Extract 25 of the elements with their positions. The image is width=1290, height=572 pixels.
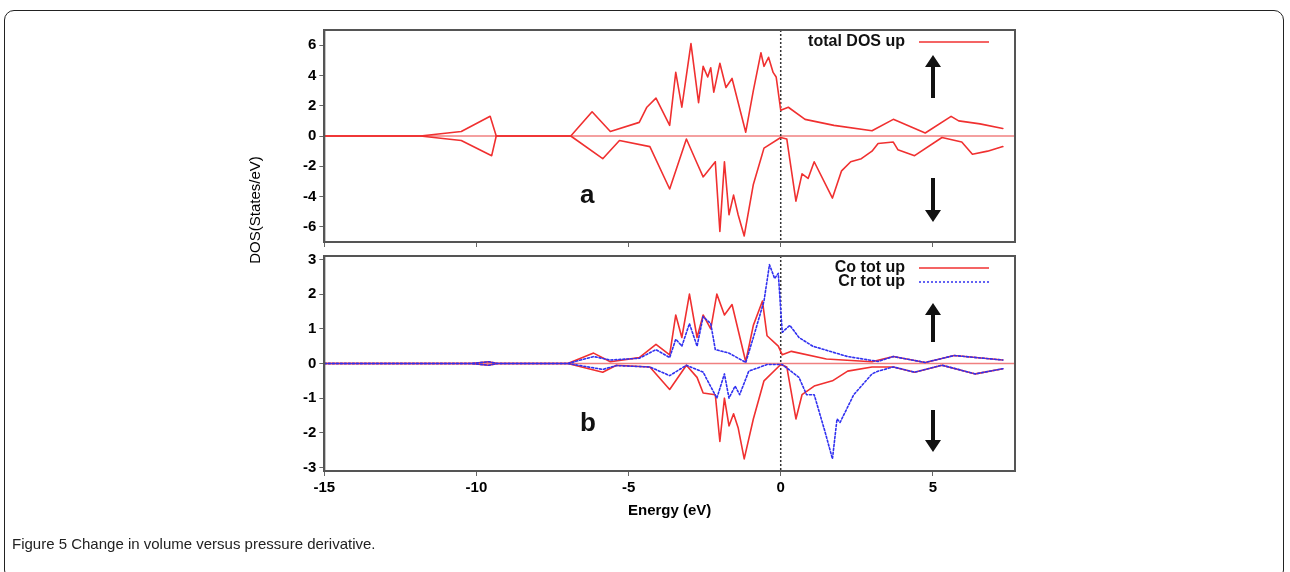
y-tick-label: -3 bbox=[302, 457, 317, 475]
y-tick-label: 2 bbox=[307, 95, 317, 113]
y-tick-label: -6 bbox=[302, 217, 317, 234]
y-tick-label: 4 bbox=[307, 65, 317, 83]
y-tick-label: 3 bbox=[307, 249, 317, 267]
x-axis-title: Energy (eV) bbox=[627, 501, 712, 519]
x-tick-label: -5 bbox=[621, 478, 636, 496]
legend-label: total DOS up bbox=[808, 32, 906, 50]
x-tick-label: -15 bbox=[313, 478, 336, 496]
y-tick-label: -4 bbox=[302, 186, 317, 204]
text: a bbox=[579, 178, 595, 209]
y-tick-label: -2 bbox=[302, 156, 317, 174]
y-axis-title: DOS(States/eV) bbox=[245, 156, 263, 264]
y-tick-label: 0 bbox=[307, 353, 317, 371]
y-tick-label: 1 bbox=[307, 318, 317, 336]
y-tick-label: 2 bbox=[307, 284, 317, 302]
y-tick-label: 0 bbox=[307, 126, 317, 144]
x-tick-label: -10 bbox=[465, 478, 488, 496]
y-tick-label: -2 bbox=[302, 423, 317, 440]
x-tick-label: 0 bbox=[776, 478, 785, 496]
text: b bbox=[579, 406, 596, 437]
y-tick-label: -1 bbox=[302, 388, 317, 406]
y-tick-label: 6 bbox=[307, 35, 317, 53]
x-tick-label: 5 bbox=[928, 478, 938, 496]
caption: Figure 5 Change in volume versus pressure derivative. bbox=[12, 535, 376, 552]
